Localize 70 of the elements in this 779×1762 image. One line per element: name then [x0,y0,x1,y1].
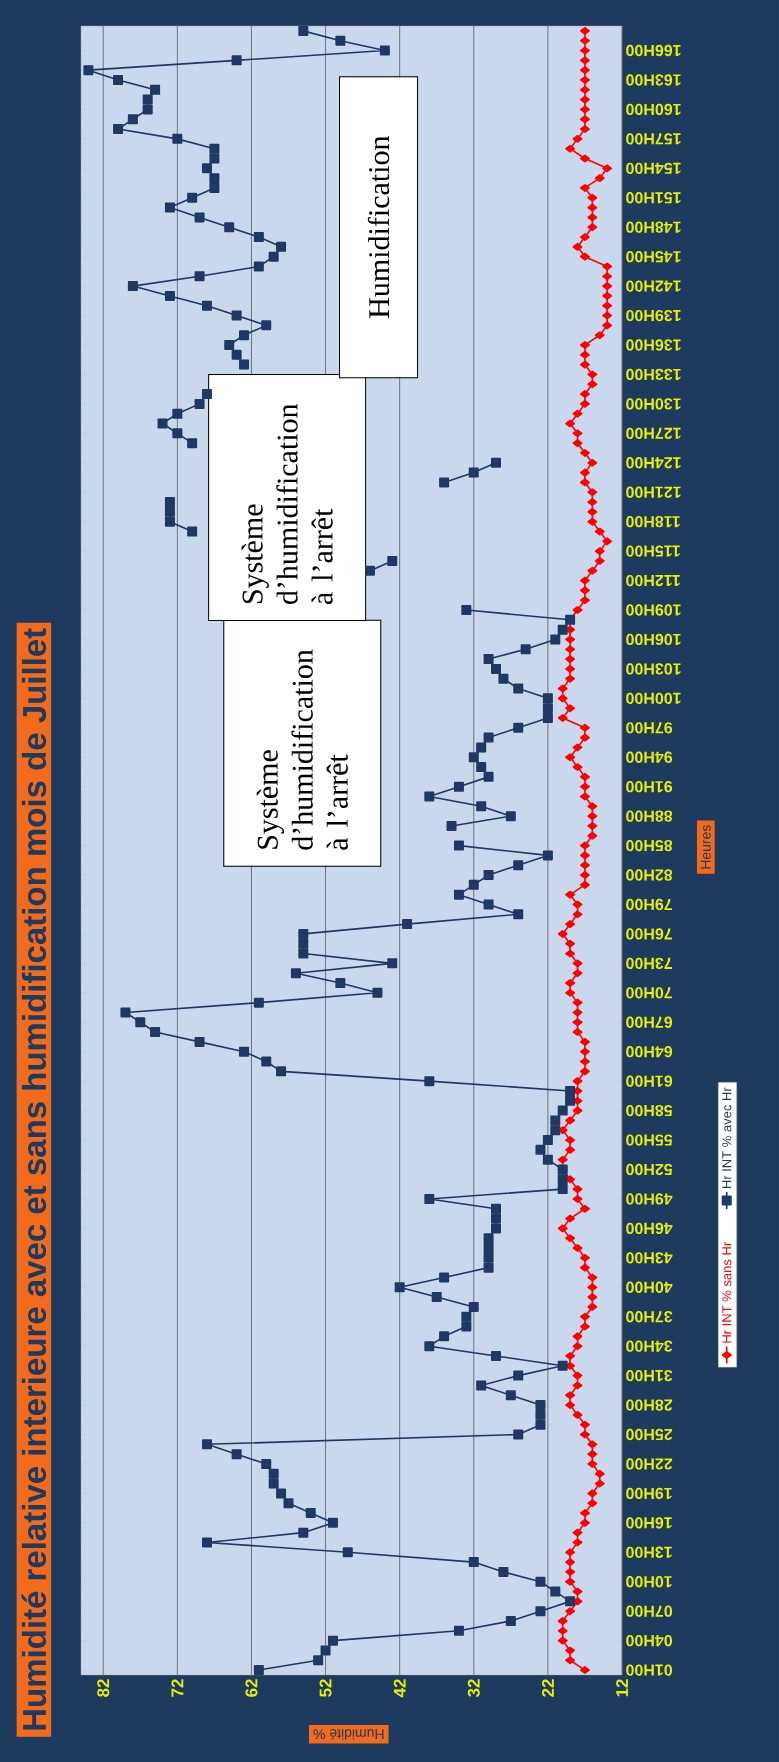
y-tick-label: 04H00 [626,1634,673,1647]
y-tick-label: 139H00 [626,309,681,322]
y-tick-label: 25H00 [626,1428,673,1441]
y-tick-label: 28H00 [626,1399,673,1411]
y-tick-label: 01H00 [626,1664,673,1676]
y-tick-label: 106H00 [626,633,681,646]
y-tick-label: 46H00 [626,1222,673,1235]
y-tick-label: 154H00 [626,162,681,174]
y-tick-label: 52H00 [626,1163,673,1176]
y-tick-label: 37H00 [626,1311,673,1323]
y-tick-label: 118H00 [626,516,680,528]
y-tick-label: 85H00 [626,839,673,852]
y-tick-label: 67H00 [626,1016,673,1028]
x-tick-label: 72 [171,1679,184,1697]
y-tick-label: 97H00 [626,722,673,734]
y-tick-label: 121H00 [626,486,681,498]
y-tick-label: 124H00 [626,457,681,469]
y-tick-label: 94H00 [626,751,673,763]
annotation: Humidification [367,135,390,318]
y-tick-label: 136H00 [626,339,681,351]
x-tick-label: 42 [393,1679,406,1698]
x-tick-label: 82 [97,1679,110,1697]
y-tick-label: 103H00 [626,663,681,675]
y-tick-label: 127H00 [626,427,681,439]
y-tick-label: 142H00 [626,280,681,292]
y-tick-label: 130H00 [626,398,681,410]
y-tick-label: 76H00 [626,928,672,940]
y-tick-label: 115H00 [626,545,680,557]
x-tick-label: 62 [245,1679,258,1697]
y-tick-label: 133H00 [626,368,681,381]
y-tick-label: 43H00 [626,1252,673,1264]
y-tick-label: 145H00 [626,250,681,263]
text: Hr INT % sans Hr [722,1242,732,1343]
y-tick-label: 10H00 [626,1576,672,1588]
y-tick-label: 151H00 [626,192,681,204]
x-tick-label: 32 [467,1679,480,1698]
y-tick-label: 82H00 [626,869,673,881]
y-tick-label: 157H00 [626,133,681,145]
x-tick-label: 52 [319,1679,332,1697]
y-tick-label: 109H00 [626,604,681,616]
x-axis-title: Humidité % [313,1729,384,1740]
x-tick-label: 22 [541,1679,554,1697]
text: Humidité relative interieure avec et sans humidification mois de Juillet [21,628,47,1730]
y-tick-label: 55H00 [626,1134,673,1146]
y-tick-label: 49H00 [626,1193,673,1205]
y-tick-label: 70H00 [626,987,672,999]
y-tick-label: 22H00 [626,1458,673,1470]
y-tick-label: 13H00 [626,1546,672,1558]
y-tick-label: 73H00 [626,957,672,970]
y-tick-label: 91H00 [626,781,673,793]
y-tick-label: 58H00 [626,1104,673,1117]
y-tick-label: 163H00 [626,74,681,86]
y-tick-label: 79H00 [626,898,672,911]
y-tick-label: 148H00 [626,221,681,233]
text: Hr INT % avec Hr [722,1087,732,1189]
y-tick-label: 64H00 [626,1046,673,1058]
y-tick-label: 16H00 [626,1517,672,1529]
y-tick-label: 19H00 [626,1487,672,1500]
y-tick-label: 61H00 [626,1075,673,1087]
y-tick-label: 88H00 [626,810,673,822]
y-axis-title: Heures [700,825,711,869]
y-tick-label: 166H00 [626,44,681,57]
y-tick-label: 40H00 [626,1281,673,1293]
y-tick-label: 34H00 [626,1340,673,1352]
y-tick-label: 112H00 [626,574,680,587]
y-tick-label: 160H00 [626,103,681,116]
y-tick-label: 100H00 [626,692,681,705]
x-tick-label: 12 [616,1679,628,1697]
y-tick-label: 07H00 [626,1605,673,1617]
y-tick-label: 31H00 [626,1369,673,1382]
